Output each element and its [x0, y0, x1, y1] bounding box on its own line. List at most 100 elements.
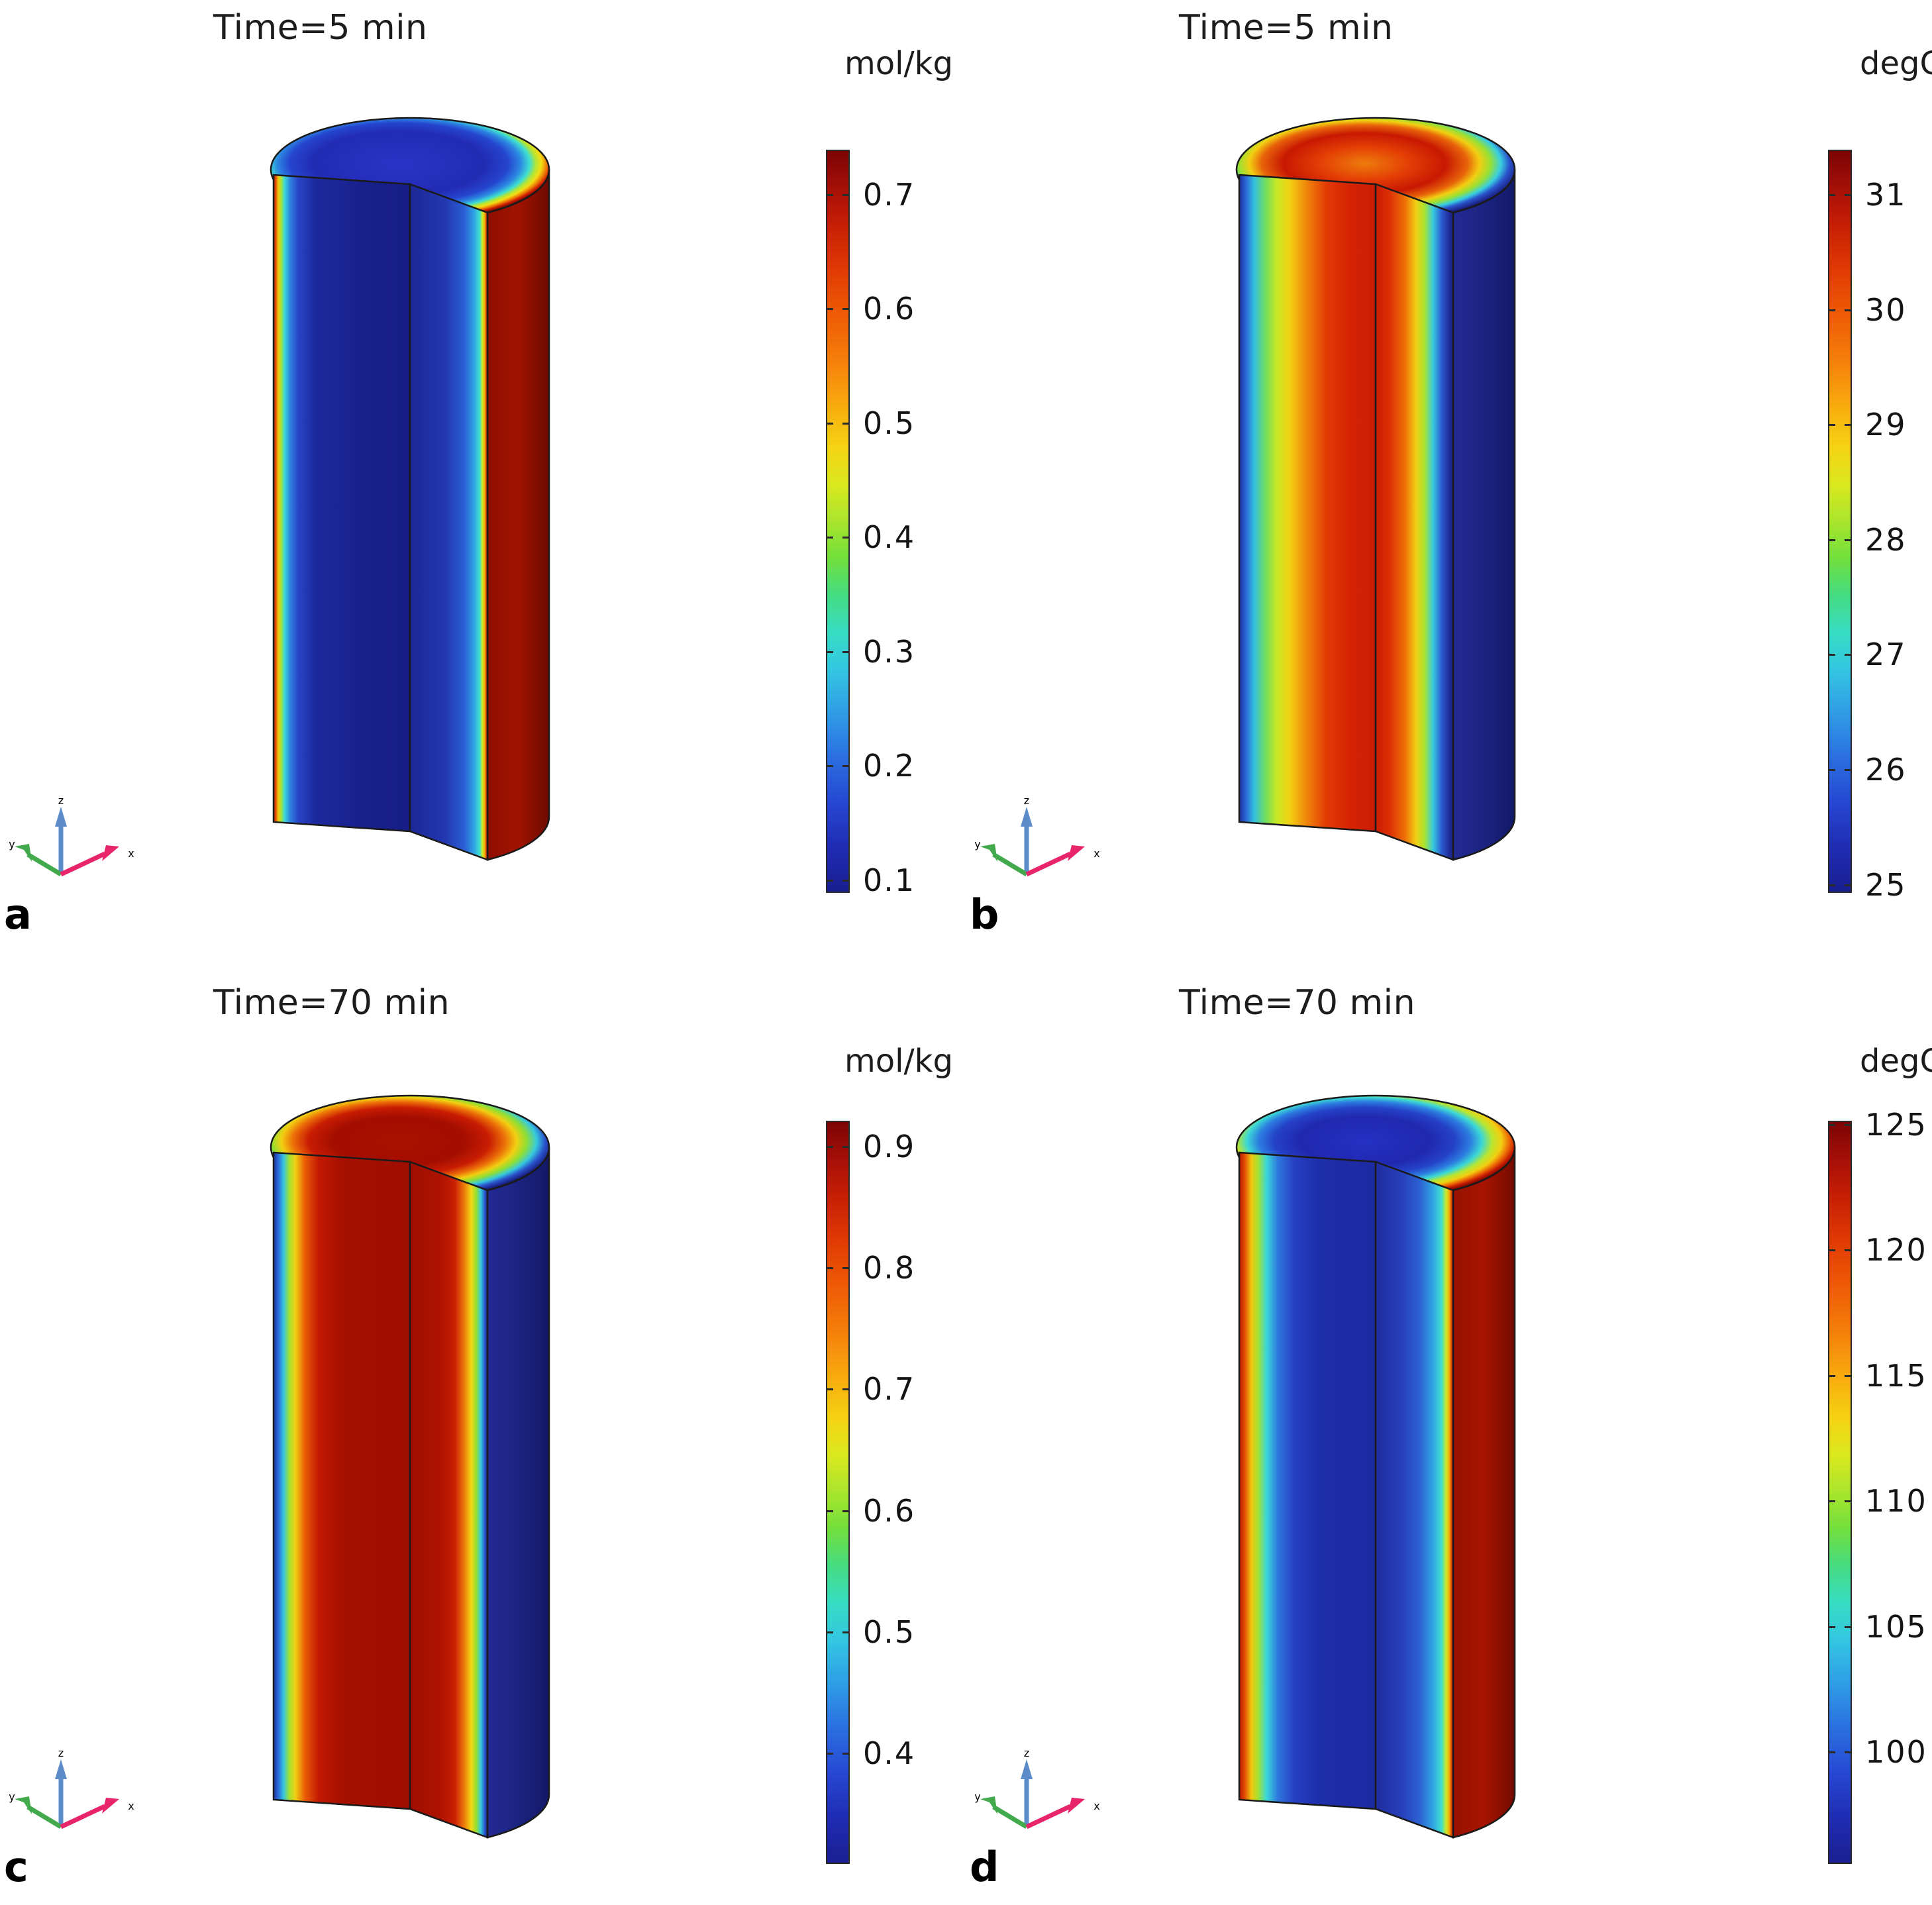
colorbar-tick-mark — [827, 537, 833, 539]
colorbar-tick-label: 26 — [1865, 751, 1907, 788]
colorbar-tick-mark — [1829, 539, 1835, 541]
colorbar-tick-label: 0.4 — [863, 519, 916, 556]
colorbar-tick-mark — [1845, 1123, 1851, 1126]
cylinder-outer-surface — [1452, 168, 1516, 861]
cylinder-cut-face-right — [1374, 183, 1454, 861]
colorbar-tick-label: 105 — [1865, 1608, 1927, 1645]
colorbar-unit-label: mol/kg — [844, 1043, 953, 1080]
cylinder-cut-face-right — [409, 1160, 489, 1839]
colorbar-gradient: 0.7 0.6 0.5 0.4 0.3 0.2 0.1 — [826, 150, 914, 898]
colorbar-gradient: 125 120 115 110 105 100 — [1828, 1107, 1926, 1864]
colorbar-tick-mark — [842, 879, 848, 882]
colorbar-unit-label: mol/kg — [844, 45, 953, 82]
colorbar-tick-label: 0.5 — [863, 1614, 916, 1650]
colorbar-tick-label: 0.7 — [863, 1371, 916, 1408]
cylinder-outer-surface — [1452, 1146, 1516, 1839]
colorbar-tick-label: 25 — [1865, 866, 1907, 903]
colorbar-tick-label: 110 — [1865, 1483, 1927, 1519]
colorbar-tick-mark — [1829, 1249, 1835, 1252]
colorbar-tick-mark — [842, 1631, 848, 1633]
colorbar-tick-mark — [1845, 1374, 1851, 1377]
cylinder-3d-plot-a — [270, 117, 550, 861]
colorbar-tick-label: 30 — [1865, 291, 1907, 328]
colorbar-tick-mark — [827, 1631, 833, 1633]
coordinate-triad — [967, 775, 1113, 901]
colorbar-tick-mark — [842, 1145, 848, 1148]
colorbar-tick-label: 28 — [1865, 521, 1907, 558]
colorbar-tick-label: 0.5 — [863, 405, 916, 441]
colorbar-tick-mark — [1829, 1123, 1835, 1126]
colorbar-tick-label: 100 — [1865, 1734, 1927, 1771]
panel-c: Time=70 min — [0, 952, 966, 1905]
coordinate-triad — [967, 1727, 1113, 1853]
colorbar-tick-mark — [827, 1388, 833, 1391]
cylinder-cut-face-left — [272, 1151, 411, 1810]
colorbar-tick-mark — [1829, 1500, 1835, 1503]
colorbar-tick-mark — [827, 308, 833, 311]
colorbar-tick-label: 0.4 — [863, 1735, 916, 1772]
colorbar-tick-label: 0.8 — [863, 1249, 916, 1286]
cylinder-cut-face-left — [272, 174, 411, 833]
colorbar-tick-label: 0.7 — [863, 176, 916, 213]
colorbar-tick-mark — [842, 1753, 848, 1755]
panel-d-title: Time=70 min — [1179, 983, 1416, 1023]
panel-letter-b: b — [970, 890, 999, 939]
panel-b-title: Time=5 min — [1179, 8, 1394, 48]
panel-a: Time=5 min — [0, 0, 966, 952]
colorbar-unit-label: degC — [1860, 1043, 1932, 1080]
cylinder-3d-plot-d — [1235, 1094, 1516, 1839]
cylinder-cut-face-left — [1238, 174, 1377, 833]
cylinder-outer-surface — [486, 1146, 550, 1839]
coordinate-triad — [1, 775, 147, 901]
colorbar-gradient: 0.9 0.8 0.7 0.6 0.5 0.4 — [826, 1121, 914, 1864]
colorbar-tick-mark — [842, 650, 848, 653]
colorbar-tick-mark — [1845, 539, 1851, 541]
colorbar-tick-mark — [1829, 884, 1835, 886]
colorbar-tick-mark — [842, 765, 848, 768]
colorbar-unit-label: degC — [1860, 45, 1932, 82]
coordinate-triad — [1, 1727, 147, 1853]
panel-a-title: Time=5 min — [213, 8, 428, 48]
panel-letter-d: d — [970, 1843, 999, 1891]
colorbar-tick-mark — [827, 765, 833, 768]
colorbar-tick-label: 31 — [1865, 176, 1907, 213]
colorbar-tick-label: 120 — [1865, 1232, 1927, 1268]
colorbar-tick-mark — [827, 1510, 833, 1512]
colorbar-gradient: 31 30 29 28 27 26 25 — [1828, 150, 1906, 903]
colorbar-tick-mark — [842, 193, 848, 196]
colorbar-tick-mark — [827, 193, 833, 196]
colorbar-tick-label: 0.9 — [863, 1128, 916, 1164]
colorbar-tick-mark — [1829, 193, 1835, 196]
colorbar-tick-mark — [842, 1510, 848, 1512]
cylinder-cut-face-left — [1238, 1151, 1377, 1810]
colorbar-tick-label: 0.6 — [863, 1492, 916, 1529]
colorbar-tick-mark — [1845, 1625, 1851, 1628]
colorbar-tick-mark — [842, 308, 848, 311]
colorbar-tick-label: 125 — [1865, 1106, 1927, 1143]
colorbar-tick-mark — [827, 1266, 833, 1269]
colorbar-tick-label: 0.2 — [863, 748, 916, 784]
colorbar-tick-mark — [1845, 1751, 1851, 1754]
panel-letter-a: a — [4, 890, 32, 939]
colorbar-tick-mark — [1845, 424, 1851, 427]
colorbar-tick-mark — [1829, 768, 1835, 771]
colorbar-tick-label: 29 — [1865, 407, 1907, 443]
colorbar-tick-mark — [1845, 768, 1851, 771]
panel-letter-c: c — [4, 1843, 28, 1891]
colorbar-tick-mark — [827, 650, 833, 653]
cylinder-3d-plot-b — [1235, 117, 1516, 861]
colorbar-tick-mark — [1845, 1249, 1851, 1252]
panel-c-title: Time=70 min — [213, 983, 450, 1023]
colorbar-tick-mark — [1845, 193, 1851, 196]
colorbar-tick-mark — [827, 1145, 833, 1148]
cylinder-cut-face-right — [409, 183, 489, 861]
colorbar-tick-mark — [1845, 309, 1851, 311]
colorbar-tick-mark — [1829, 654, 1835, 656]
colorbar-tick-label: 0.6 — [863, 291, 916, 327]
colorbar-tick-mark — [827, 879, 833, 882]
colorbar-tick-mark — [1845, 1500, 1851, 1503]
colorbar-tick-mark — [1829, 309, 1835, 311]
colorbar-tick-mark — [842, 537, 848, 539]
colorbar-tick-mark — [1829, 1751, 1835, 1754]
cylinder-3d-plot-c — [270, 1094, 550, 1839]
